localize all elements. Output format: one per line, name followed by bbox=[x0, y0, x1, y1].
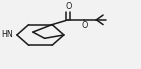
Text: O: O bbox=[81, 21, 88, 30]
Text: O: O bbox=[66, 2, 72, 11]
Text: HN: HN bbox=[1, 30, 13, 39]
